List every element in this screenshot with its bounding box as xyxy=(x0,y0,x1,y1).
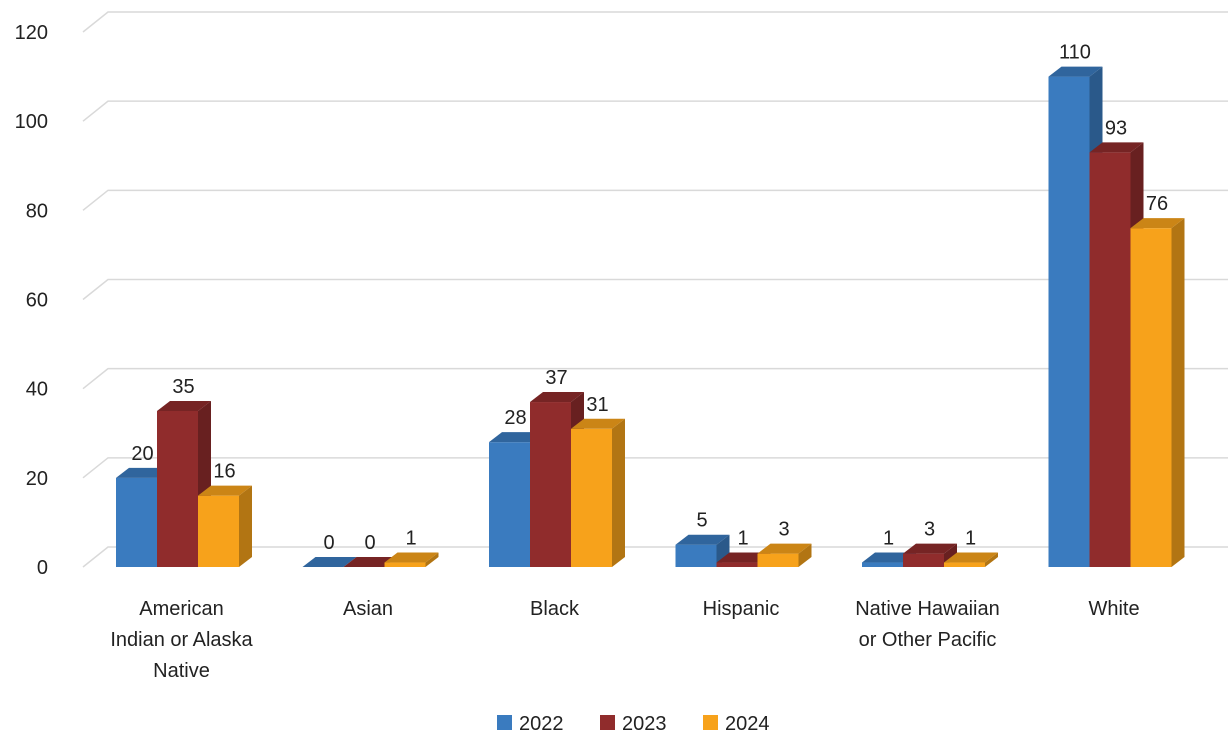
data-label: 0 xyxy=(323,532,334,554)
bar-2024 xyxy=(944,552,998,567)
data-label: 16 xyxy=(213,461,235,483)
data-label: 3 xyxy=(778,519,789,541)
gridline xyxy=(82,100,1228,122)
bar-2022 xyxy=(302,557,357,567)
svg-text:2022: 2022 xyxy=(519,713,564,735)
category-labels: American Indian or Alaska Native Asian Black… xyxy=(110,598,1139,682)
legend-item-2022: 2022 xyxy=(497,713,564,735)
data-label: 110 xyxy=(1059,42,1091,64)
svg-text:2024: 2024 xyxy=(725,713,770,735)
gridline xyxy=(82,367,1228,390)
data-label: 37 xyxy=(545,367,567,389)
y-axis-ticks: 0 20 40 60 80 100 120 xyxy=(15,22,48,579)
data-label: 0 xyxy=(364,532,375,554)
gridline xyxy=(82,11,1228,33)
data-label: 20 xyxy=(131,443,153,465)
legend: 2022 2023 2024 xyxy=(497,713,770,735)
y-tick-label: 0 xyxy=(37,557,48,579)
bar-2024 xyxy=(198,485,252,567)
data-label: 35 xyxy=(172,376,194,398)
y-tick-label: 60 xyxy=(26,290,48,312)
data-label: 31 xyxy=(586,394,608,416)
data-label: 5 xyxy=(696,510,707,532)
bars xyxy=(116,66,1185,567)
data-label: 1 xyxy=(737,528,748,550)
data-label: 1 xyxy=(405,528,416,550)
gridline xyxy=(82,546,1228,568)
data-label: 28 xyxy=(504,407,526,429)
data-label: 76 xyxy=(1146,193,1168,215)
category-label: White xyxy=(1088,598,1139,620)
data-label: 1 xyxy=(965,528,976,550)
y-tick-label: 20 xyxy=(26,468,48,490)
gridline xyxy=(82,278,1228,301)
data-label: 3 xyxy=(924,519,935,541)
gridline xyxy=(82,189,1228,211)
gridlines xyxy=(82,11,1228,568)
y-tick-label: 120 xyxy=(15,22,48,44)
bar-2024 xyxy=(1130,218,1185,567)
bar-2023 xyxy=(343,557,398,567)
y-tick-label: 40 xyxy=(26,379,48,401)
legend-item-2023: 2023 xyxy=(600,713,667,735)
bar-2024 xyxy=(757,543,812,567)
bar-2024 xyxy=(571,418,625,567)
data-label: 93 xyxy=(1105,117,1127,139)
legend-item-2024: 2024 xyxy=(703,713,770,735)
y-tick-label: 80 xyxy=(26,200,48,222)
svg-text:2023: 2023 xyxy=(622,713,667,735)
bar-2024 xyxy=(384,552,439,567)
category-label: Native Hawaiian or Other Pacific xyxy=(855,598,1000,651)
category-label: Asian xyxy=(343,598,393,620)
gridline xyxy=(82,457,1228,479)
data-label: 1 xyxy=(883,528,894,550)
category-label: Hispanic xyxy=(703,598,780,620)
category-label: Black xyxy=(530,598,580,620)
category-label: American Indian or Alaska Native xyxy=(110,598,253,682)
y-tick-label: 100 xyxy=(15,111,48,133)
